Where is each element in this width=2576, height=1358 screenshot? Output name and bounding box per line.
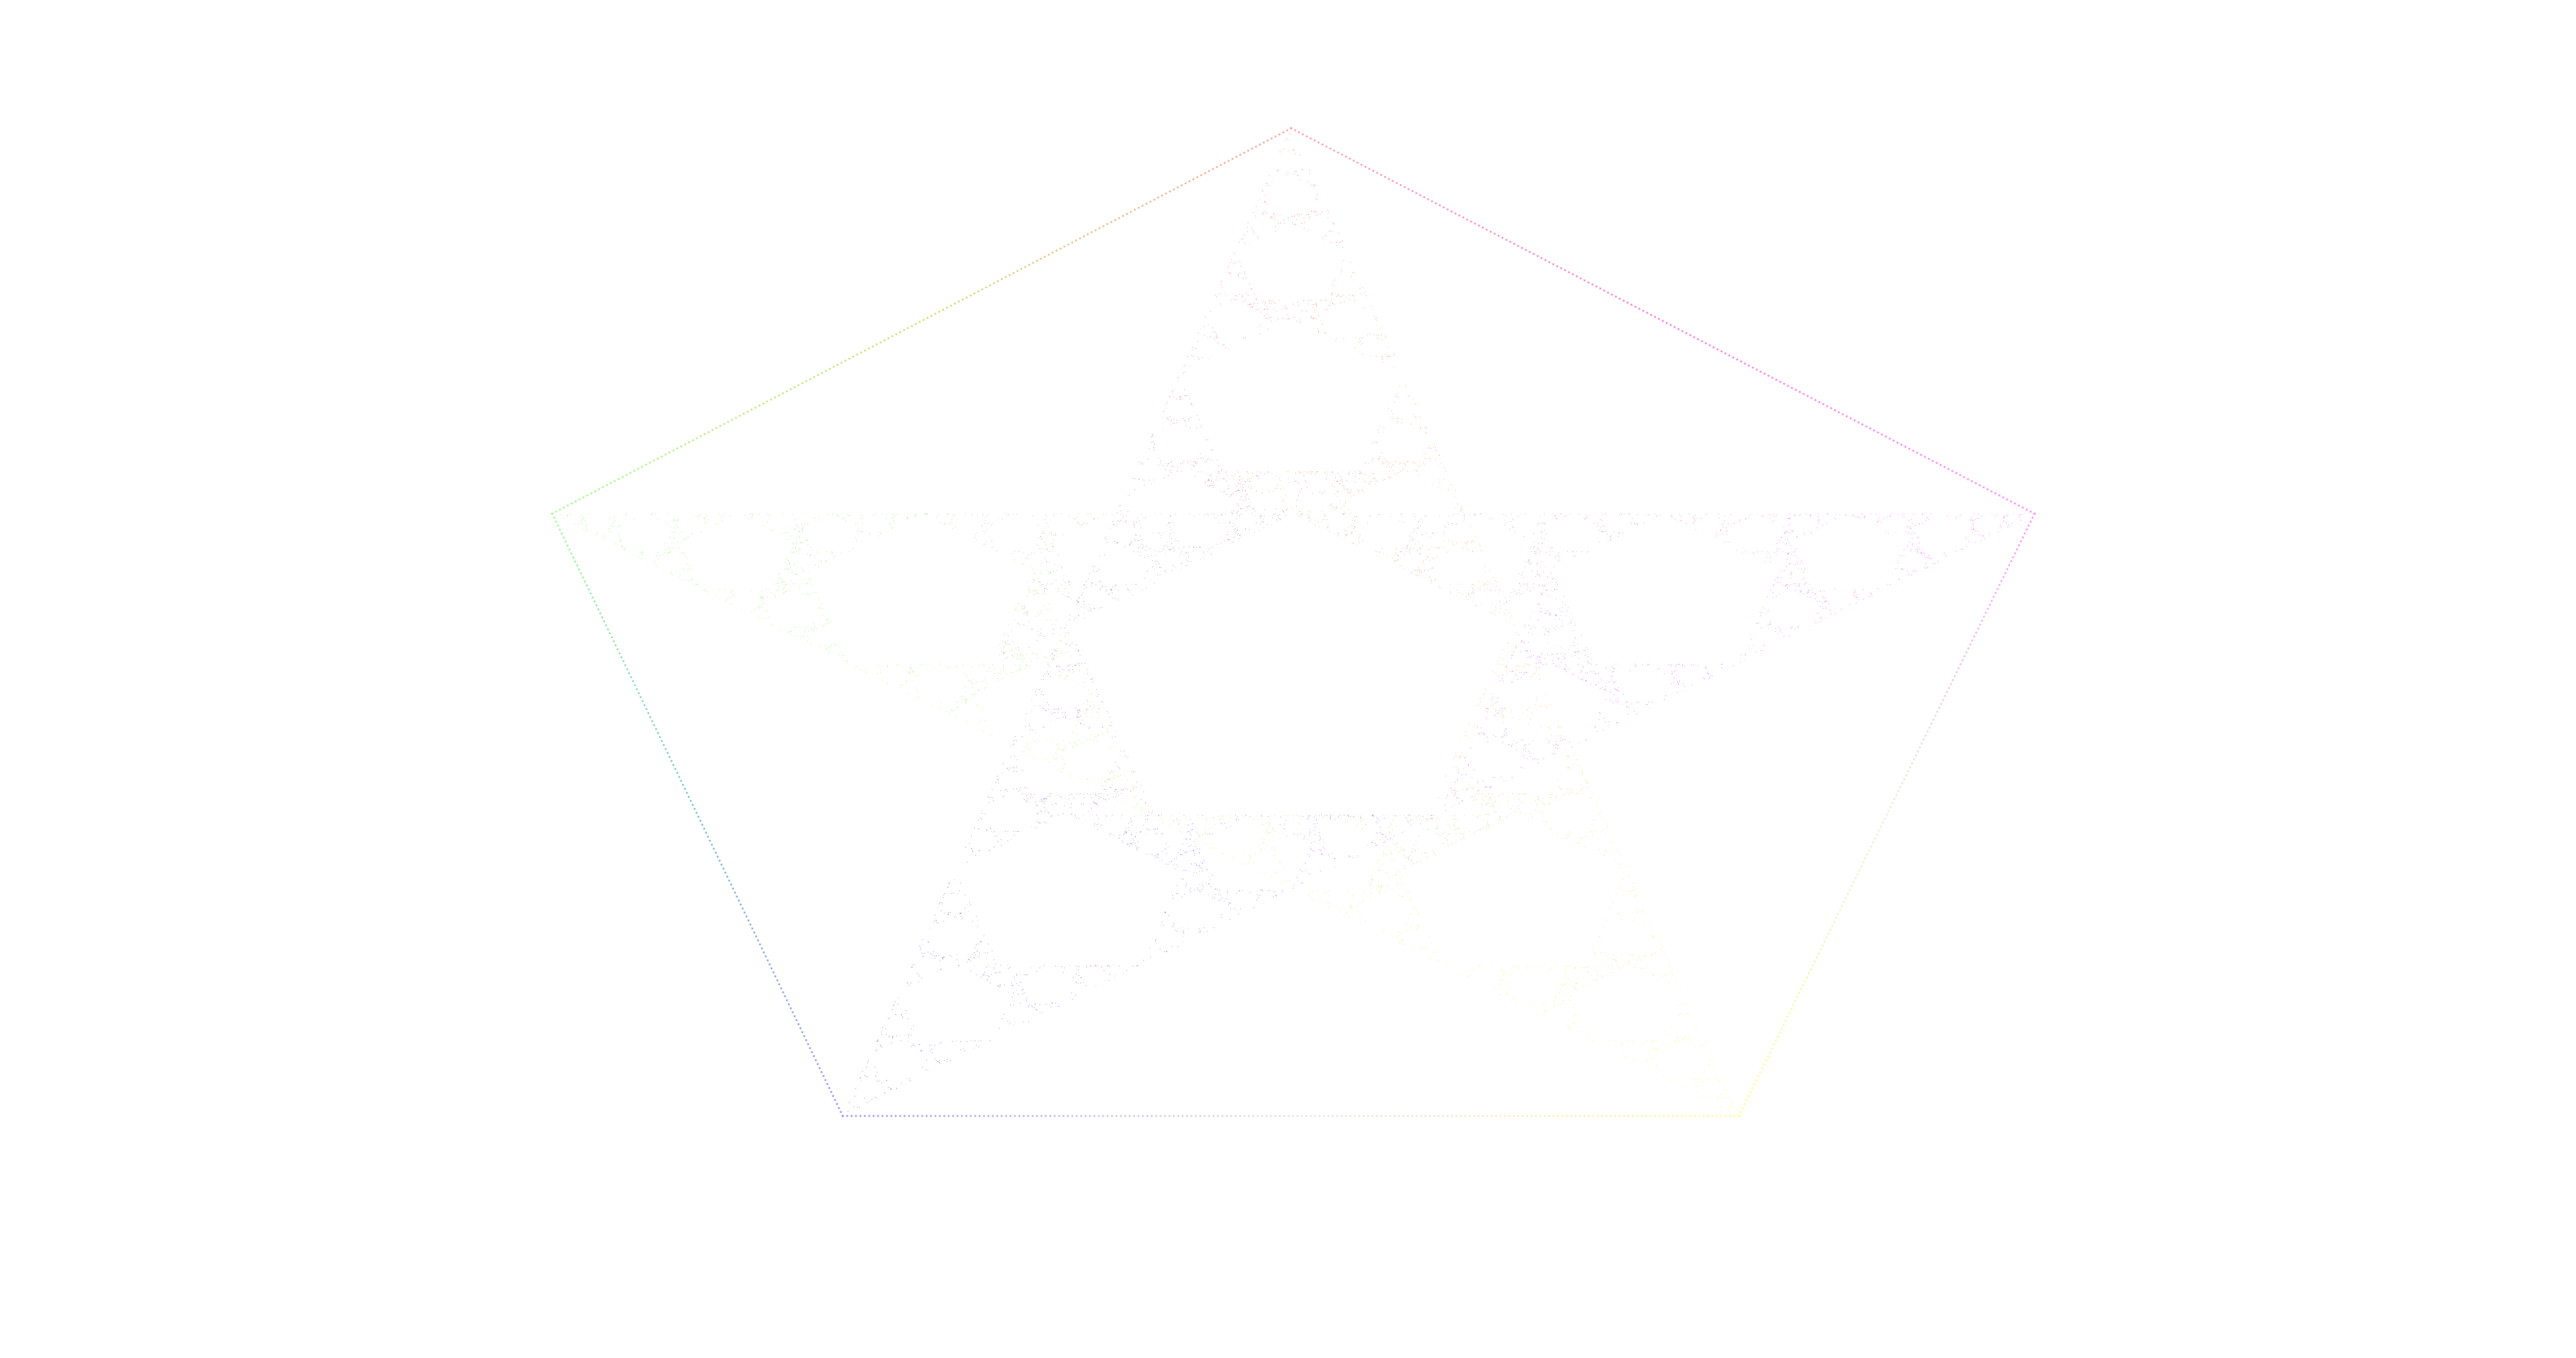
fractal-stage xyxy=(0,0,2576,1358)
pentagram-fractal-canvas xyxy=(0,0,2576,1358)
